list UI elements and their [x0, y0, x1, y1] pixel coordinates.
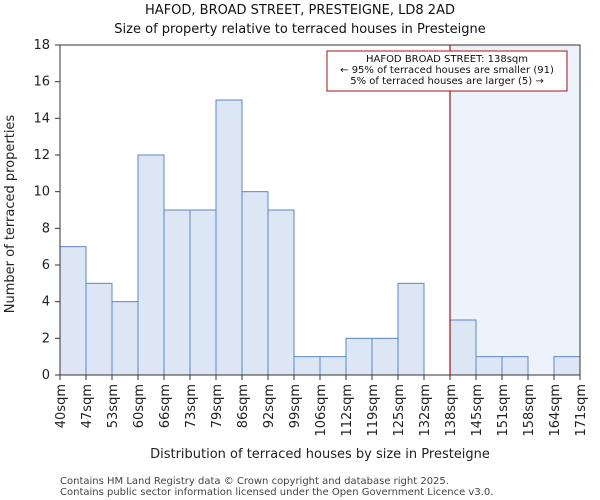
bar-73sqm: [189, 209, 217, 376]
y-tick-label-8: 8: [42, 221, 50, 236]
bar-99sqm: [293, 356, 321, 376]
bar-106sqm: [319, 356, 347, 376]
annotation-box: [326, 50, 568, 92]
footer-line-2: Contains public sector information licen…: [60, 487, 493, 498]
x-tick-label-66sqm: 66sqm: [158, 384, 173, 428]
chart-title: HAFOD, BROAD STREET, PRESTEIGNE, LD8 2AD: [145, 3, 455, 18]
x-tick-label-151sqm: 151sqm: [496, 384, 511, 437]
bar-125sqm: [397, 282, 425, 376]
bar-40sqm: [59, 246, 87, 376]
y-tick-label-14: 14: [33, 111, 50, 126]
footer-line-1: Contains HM Land Registry data © Crown c…: [60, 476, 449, 487]
y-tick-label-4: 4: [42, 295, 50, 310]
bar-151sqm: [501, 356, 529, 376]
y-tick-label-2: 2: [42, 331, 50, 346]
x-tick-label-158sqm: 158sqm: [522, 384, 537, 437]
x-axis-label: Distribution of terraced houses by size …: [150, 447, 490, 462]
bar-47sqm: [85, 282, 113, 376]
x-tick-label-79sqm: 79sqm: [210, 384, 225, 428]
bar-112sqm: [345, 337, 373, 376]
annotation-line-3: 5% of terraced houses are larger (5) →: [350, 76, 544, 87]
y-tick-label-12: 12: [33, 148, 50, 163]
bar-86sqm: [241, 191, 269, 376]
bar-119sqm: [371, 337, 399, 376]
bar-164sqm: [553, 356, 581, 376]
x-tick-label-53sqm: 53sqm: [106, 384, 121, 428]
annotation-line-2: ← 95% of terraced houses are smaller (91…: [340, 65, 554, 76]
bar-66sqm: [163, 209, 191, 376]
bar-92sqm: [267, 209, 295, 376]
x-tick-label-106sqm: 106sqm: [314, 384, 329, 437]
bar-145sqm: [475, 356, 503, 376]
x-tick-label-145sqm: 145sqm: [470, 384, 485, 437]
x-tick-label-86sqm: 86sqm: [236, 384, 251, 428]
x-tick-label-92sqm: 92sqm: [262, 384, 277, 428]
plot-area: 0 2 4 6 8 10 12 14 16 18 40sqm 47sqm 53sqm 60sqm 66sqm…: [33, 38, 589, 437]
bar-138sqm: [449, 319, 477, 376]
y-tick-label-0: 0: [42, 368, 50, 383]
x-tick-label-171sqm: 171sqm: [574, 384, 589, 437]
x-tick-label-138sqm: 138sqm: [444, 384, 459, 437]
x-tick-label-47sqm: 47sqm: [80, 384, 95, 428]
x-tick-label-164sqm: 164sqm: [548, 384, 563, 437]
bar-79sqm: [215, 99, 243, 376]
y-tick-label-18: 18: [33, 38, 50, 53]
x-tick-label-60sqm: 60sqm: [132, 384, 147, 428]
x-tick-label-125sqm: 125sqm: [392, 384, 407, 437]
x-tick-label-132sqm: 132sqm: [418, 384, 433, 437]
x-tick-label-40sqm: 40sqm: [54, 384, 69, 428]
bar-60sqm: [137, 154, 165, 376]
x-tick-label-112sqm: 112sqm: [340, 384, 355, 437]
y-axis-label: Number of terraced properties: [3, 115, 18, 314]
y-tick-label-16: 16: [33, 75, 50, 90]
x-tick-label-73sqm: 73sqm: [184, 384, 199, 428]
y-tick-label-10: 10: [33, 185, 50, 200]
chart-subtitle: Size of property relative to terraced ho…: [114, 22, 485, 37]
annotation-line-1: HAFOD BROAD STREET: 138sqm: [366, 54, 528, 65]
x-tick-label-99sqm: 99sqm: [288, 384, 303, 428]
x-tick-label-119sqm: 119sqm: [366, 384, 381, 437]
bar-53sqm: [111, 301, 139, 376]
y-tick-label-6: 6: [42, 258, 50, 273]
